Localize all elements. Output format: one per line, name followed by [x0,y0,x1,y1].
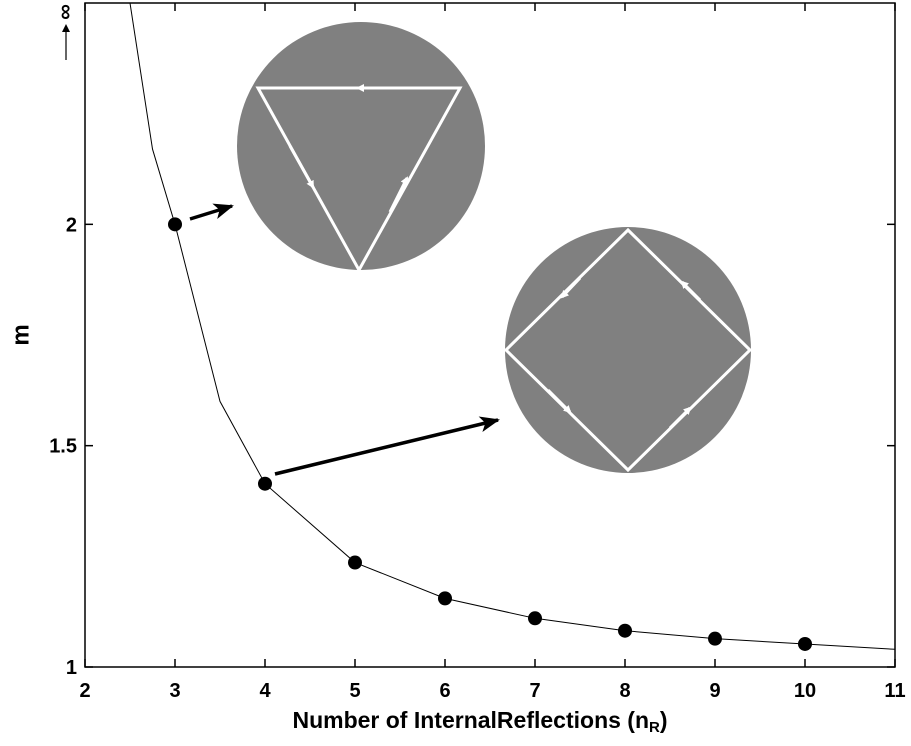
data-point [708,632,722,646]
pointer-arrow [190,206,232,219]
annotation: ∞ [52,4,77,20]
data-point [258,477,272,491]
x-axis-label-suffix: ) [660,707,668,733]
x-tick-label: 2 [79,680,90,702]
x-tick-label: 10 [794,680,816,702]
x-tick-label: 7 [529,680,540,702]
x-tick-label: 8 [619,680,630,702]
data-point [168,217,182,231]
x-tick-label: 9 [709,680,720,702]
data-point [528,611,542,625]
inset-square [505,227,751,473]
data-point [618,624,632,638]
x-axis-label-subscript: R [649,719,660,736]
data-point [438,591,452,605]
y-tick-label: 2 [66,214,77,236]
plot-frame [85,3,895,667]
y-tick-label: 1.5 [49,436,77,458]
x-tick-label: 3 [169,680,180,702]
x-tick-label: 6 [439,680,450,702]
data-point [348,556,362,570]
inset-triangle [237,22,485,270]
data-point [798,637,812,651]
x-tick-label: 4 [259,680,271,702]
y-tick-label: 1 [66,657,77,679]
y-axis-label: m [7,324,34,345]
x-axis-label-text: Number of InternalReflections (n [292,707,649,733]
infinity-arrowhead [62,24,70,32]
pointer-arrow [275,420,498,474]
x-axis-label: Number of InternalReflections (nR) [292,707,667,736]
chart: ∞ m Number of InternalReflections (nR) 2… [0,0,911,746]
x-tick-label: 11 [884,680,905,702]
x-tick-label: 5 [349,680,360,702]
